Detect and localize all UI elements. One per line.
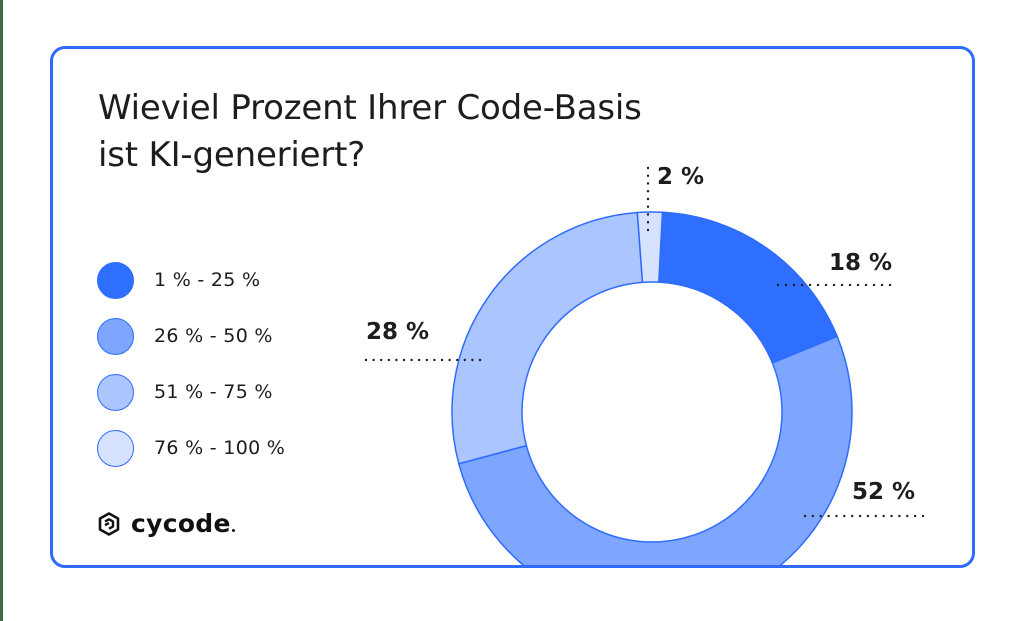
data-label-52-percent: 52 % — [852, 479, 916, 505]
leader-line-2-percent — [646, 166, 650, 232]
chart-title-line-1: Wieviel Prozent Ihrer Code-Basis — [98, 88, 642, 128]
left-edge-strip — [0, 0, 3, 621]
leader-line-28-percent — [364, 358, 482, 362]
cycode-logo: cycode — [98, 509, 235, 538]
donut-segment-26-50 — [458, 335, 853, 565]
leader-line-52-percent — [803, 514, 925, 518]
logo-dot — [231, 529, 235, 532]
chart-card: Wieviel Prozent Ihrer Code-Basis ist KI-… — [50, 46, 975, 568]
legend-label: 1 % - 25 % — [154, 269, 261, 291]
legend-item-26-50: 26 % - 50 % — [97, 308, 285, 364]
legend-swatch-51-75 — [97, 373, 134, 411]
legend-label: 76 % - 100 % — [154, 437, 286, 459]
legend: 1 % - 25 % 26 % - 50 % 51 % - 75 % 76 % … — [97, 252, 285, 476]
legend-label: 26 % - 50 % — [154, 325, 273, 347]
legend-swatch-76-100 — [97, 429, 134, 467]
leader-lines — [364, 166, 925, 518]
legend-swatch-26-50 — [97, 317, 134, 355]
donut-segment-51-75 — [451, 211, 644, 465]
legend-item-76-100: 76 % - 100 % — [97, 420, 285, 476]
cycode-hexagon-logo-icon — [98, 511, 120, 536]
legend-label: 51 % - 75 % — [154, 381, 273, 403]
chart-title: Wieviel Prozent Ihrer Code-Basis ist KI-… — [98, 85, 778, 179]
legend-item-51-75: 51 % - 75 % — [97, 364, 285, 420]
data-label-2-percent: 2 % — [657, 164, 705, 190]
data-label-28-percent: 28 % — [366, 319, 430, 345]
data-label-18-percent: 18 % — [829, 250, 893, 276]
chart-title-line-2: ist KI-generiert? — [98, 135, 366, 175]
donut-segment-1-25 — [658, 211, 838, 364]
donut-chart — [364, 166, 925, 565]
donut-segment-76-100 — [636, 211, 664, 284]
cycode-wordmark: cycode — [131, 509, 231, 538]
legend-swatch-1-25 — [97, 261, 134, 299]
legend-item-1-25: 1 % - 25 % — [97, 252, 285, 308]
donut-segments — [451, 211, 853, 565]
leader-line-18-percent — [776, 283, 892, 287]
